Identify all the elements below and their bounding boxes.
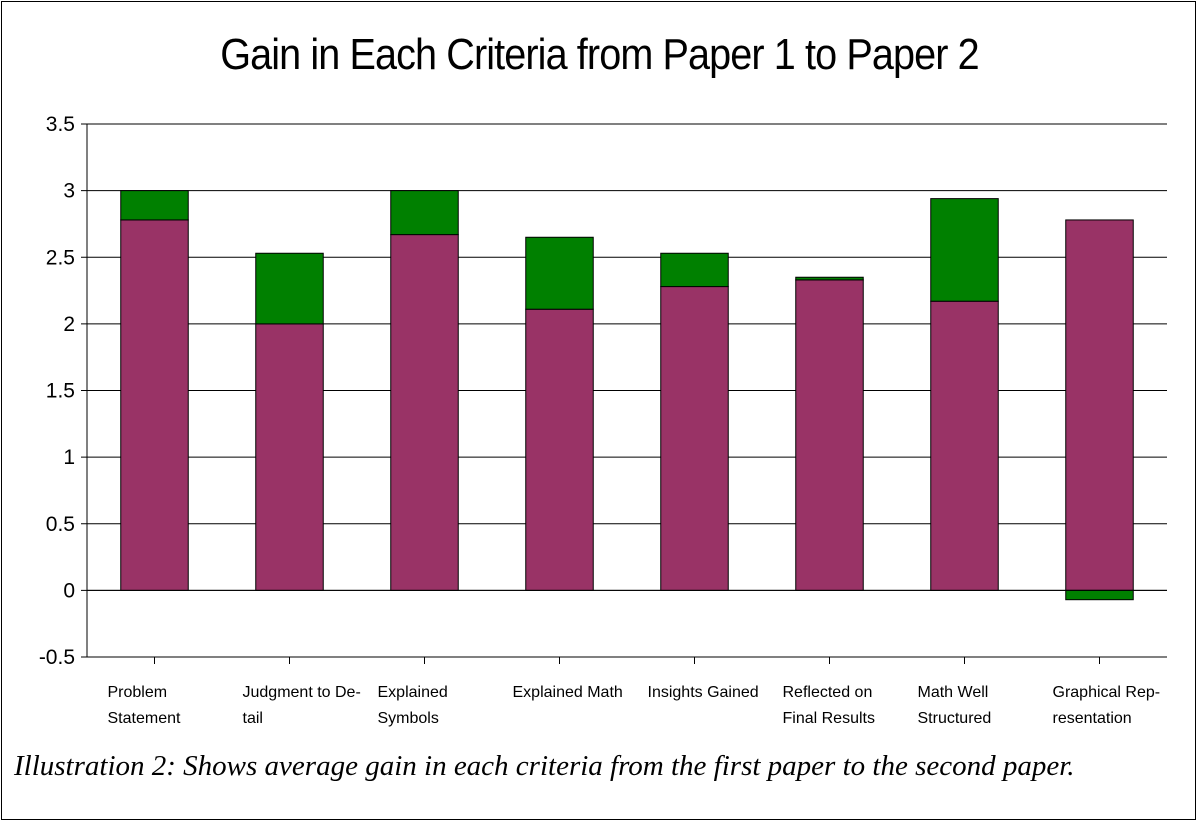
- bar-gain: [525, 236, 594, 310]
- y-tick-label: 1.5: [46, 380, 75, 403]
- y-tick-label: 0: [63, 579, 75, 602]
- bar-paper1: [255, 323, 324, 591]
- y-tick-label: 2.5: [46, 246, 75, 269]
- x-tick-label: Reflected on Final Results: [783, 684, 875, 727]
- x-tick-label: Judgment to De-tail: [243, 684, 361, 727]
- bar-gain: [795, 276, 864, 281]
- bar-gain: [390, 190, 459, 236]
- bar-paper1: [660, 286, 729, 591]
- bar-paper1: [930, 300, 999, 591]
- y-tick-label: 3.5: [46, 113, 75, 136]
- bar-gain: [660, 252, 729, 288]
- bar-gain: [120, 190, 189, 221]
- x-tick-label: Math Well Structured: [918, 684, 992, 727]
- chart-title: Gain in Each Criteria from Paper 1 to Pa…: [220, 30, 979, 79]
- y-tick-label: -0.5: [39, 646, 75, 669]
- y-tick-label: 3: [63, 180, 75, 203]
- y-tick-label: 1: [63, 446, 75, 469]
- x-tick-label: Explained Math: [513, 684, 623, 701]
- y-tick-label: 2: [63, 313, 75, 336]
- x-tick-label: Insights Gained: [648, 684, 759, 701]
- bar-gain: [1065, 589, 1134, 601]
- bar-paper1: [120, 219, 189, 591]
- gridlines: [87, 123, 1167, 658]
- x-tick-label: Graphical Rep-resentation: [1053, 684, 1161, 727]
- y-tick-label: 0.5: [46, 513, 75, 536]
- axis-labels: -0.5 0 0.5 1 1.5 2 2.5 3 3.5 Problem Statement Judg…: [39, 113, 1160, 727]
- figure-caption: Illustration 2: Shows average gain in ea…: [14, 750, 1075, 782]
- bar-paper1: [1065, 219, 1134, 591]
- bar-paper1: [390, 234, 459, 591]
- bars: [120, 190, 1134, 601]
- bar-paper1: [795, 279, 864, 591]
- x-tick-label: Explained Symbols: [378, 684, 448, 727]
- x-tick-label: Problem Statement: [108, 684, 181, 727]
- bar-paper1: [525, 308, 594, 591]
- bar-gain: [255, 252, 324, 325]
- bar-gain: [930, 198, 999, 302]
- bar-chart: -0.5 0 0.5 1 1.5 2 2.5 3 3.5 Problem Statement Judg…: [39, 113, 1167, 727]
- axes: [81, 123, 1167, 664]
